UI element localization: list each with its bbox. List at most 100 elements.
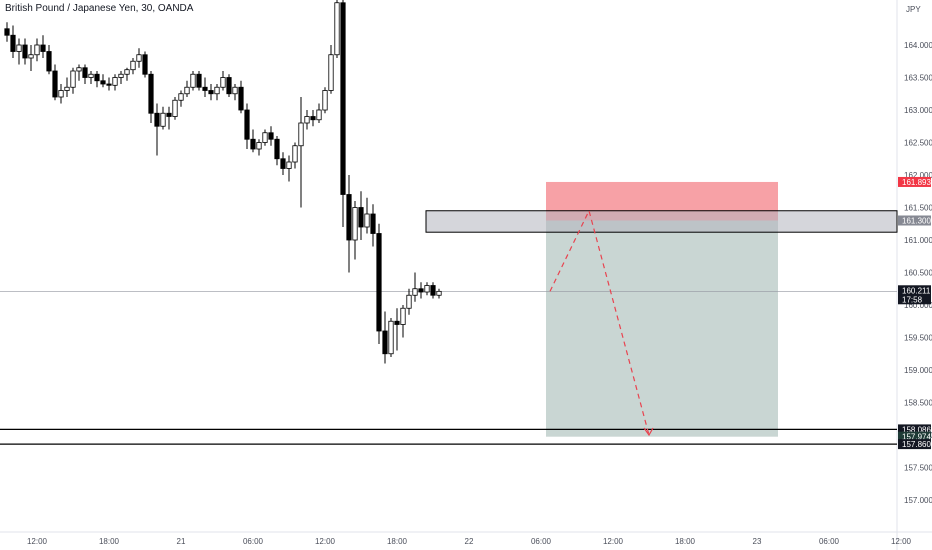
price-tag-label: 158.086 [902,425,931,434]
y-tick-label: 160.500 [904,269,932,278]
y-tick-label: 159.000 [904,366,932,375]
y-tick-label: 160.000 [904,301,932,310]
candle-body [148,73,154,114]
projection-path [549,209,650,436]
candle-body [214,86,220,95]
candle-body [256,142,262,150]
candle-body [64,86,70,91]
x-tick-label: 23 [753,537,762,546]
candle-body [82,67,88,78]
candle-body [118,73,124,78]
candle-body [88,73,94,78]
price-tag [898,424,931,435]
price-tag-label: 157.860 [902,440,931,449]
candle-body [364,213,370,228]
price-tag [898,439,931,450]
candle-body [358,207,364,228]
price-tag-label: 157.974 [902,433,931,442]
chart-title: British Pound / Japanese Yen, 30, OANDA [5,3,194,14]
candle-body [34,44,40,56]
candle-body [130,60,136,71]
candle-body [184,86,190,95]
candle-body [346,194,352,241]
candle-body [40,44,46,52]
candle-body [268,132,274,140]
candle-body [208,90,214,95]
x-tick-label: 18:00 [99,537,120,546]
x-tick-label: 18:00 [387,537,408,546]
candle-body [298,122,304,147]
candle-body [250,138,256,150]
candle-body [10,34,16,52]
candle-body [430,285,436,296]
candle-body [46,51,52,72]
candle-body [262,132,268,143]
candle-body [292,145,298,163]
price-tag [898,431,931,442]
x-tick-label: 21 [177,537,186,546]
resistance-zone [425,210,898,233]
y-tick-label: 163.500 [904,74,932,83]
candle-body [310,116,316,121]
x-tick-label: 12:00 [891,537,912,546]
candle-body [376,233,382,332]
x-tick-label: 12:00 [603,537,624,546]
candle-body [154,112,160,127]
price-tag [898,215,931,226]
currency-label: JPY [906,5,921,14]
candle-body [394,320,400,325]
candle-body [4,28,10,36]
candle-body [274,138,280,160]
candle-body [400,307,406,325]
x-tick-label: 06:00 [243,537,264,546]
candle-body [196,73,202,88]
candle-body [22,44,28,59]
x-tick-label: 22 [465,537,474,546]
candle-body [280,158,286,169]
candle-body [322,90,328,111]
candle-body [178,93,184,101]
y-tick-label: 162.500 [904,139,932,148]
candle-body [424,285,430,293]
candle-body [244,109,250,140]
candle-body [286,161,292,169]
candle-body [190,73,196,88]
x-tick-label: 12:00 [27,537,48,546]
candle-body [136,54,142,62]
candle-body [226,77,232,95]
candle-body [232,86,238,95]
candle-body [172,99,178,117]
y-tick-label: 163.000 [904,106,932,115]
price-tag-label: 161.300 [902,217,931,226]
candle-body [76,67,82,72]
y-tick-label: 161.000 [904,236,932,245]
price-tag [898,285,931,305]
candle-body [124,69,130,75]
y-tick-label: 158.500 [904,399,932,408]
candle-body [316,109,322,121]
candle-body [106,83,112,86]
y-tick-label: 157.500 [904,464,932,473]
candle-body [412,288,418,296]
candle-body [112,77,118,86]
x-tick-label: 06:00 [531,537,552,546]
price-tag-countdown: 17:58 [902,295,923,304]
candle-body [304,116,310,124]
y-tick-label: 162.000 [904,171,932,180]
candle-body [334,2,340,56]
candle-body [94,73,100,82]
candle-body [370,213,376,234]
candle-body [238,86,244,111]
candle-body [16,44,22,52]
candle-body [58,90,64,98]
candle-body [340,2,346,195]
candle-body [352,207,358,241]
projection-arrowhead [643,427,654,437]
candle-body [202,86,208,91]
x-tick-label: 06:00 [819,537,840,546]
candle-body [328,54,334,91]
candle-body [52,70,58,98]
candle-body [406,294,412,309]
price-tag [898,176,931,187]
